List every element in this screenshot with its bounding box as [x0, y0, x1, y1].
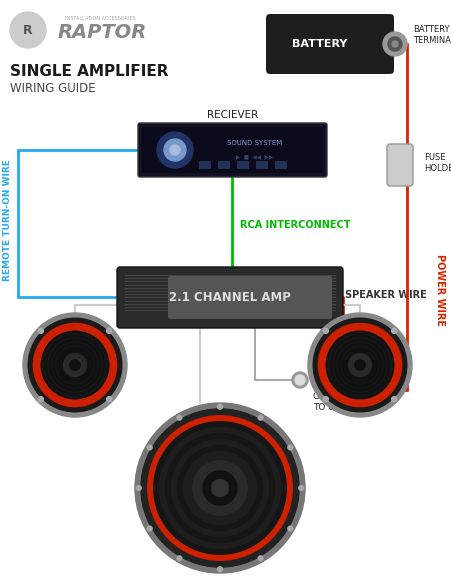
Text: ▶  ■  ◀◀  ▶▶: ▶ ■ ◀◀ ▶▶ — [236, 154, 273, 159]
Circle shape — [170, 145, 179, 155]
Circle shape — [106, 396, 111, 402]
Circle shape — [326, 331, 393, 399]
FancyBboxPatch shape — [142, 127, 322, 173]
Circle shape — [45, 335, 105, 395]
Circle shape — [328, 334, 390, 396]
Circle shape — [10, 12, 46, 48]
FancyBboxPatch shape — [198, 161, 211, 169]
Circle shape — [291, 372, 307, 388]
Circle shape — [337, 343, 381, 387]
Circle shape — [322, 396, 328, 402]
Circle shape — [193, 461, 247, 515]
Circle shape — [217, 404, 222, 409]
Circle shape — [41, 331, 109, 399]
Circle shape — [171, 439, 268, 537]
FancyBboxPatch shape — [265, 14, 393, 74]
Circle shape — [391, 328, 396, 333]
Circle shape — [336, 342, 382, 388]
Circle shape — [28, 318, 121, 412]
Circle shape — [307, 313, 411, 417]
Circle shape — [258, 556, 262, 560]
FancyBboxPatch shape — [236, 161, 249, 169]
Circle shape — [211, 480, 228, 496]
Circle shape — [38, 396, 43, 402]
Circle shape — [318, 324, 400, 407]
Circle shape — [295, 375, 304, 385]
Circle shape — [64, 353, 86, 377]
Circle shape — [57, 347, 93, 383]
Circle shape — [287, 526, 292, 531]
Circle shape — [33, 324, 116, 407]
Circle shape — [156, 132, 193, 168]
Circle shape — [49, 339, 101, 391]
Circle shape — [23, 313, 127, 417]
Text: SOUND SYSTEM: SOUND SYSTEM — [227, 140, 282, 146]
Text: SINGLE AMPLIFIER: SINGLE AMPLIFIER — [10, 65, 168, 80]
FancyBboxPatch shape — [386, 144, 412, 186]
Circle shape — [333, 339, 385, 391]
Text: REMOTE TURN-ON WIRE: REMOTE TURN-ON WIRE — [4, 159, 13, 281]
Circle shape — [135, 403, 304, 573]
Circle shape — [391, 41, 397, 47]
Circle shape — [391, 396, 396, 402]
Circle shape — [341, 346, 378, 384]
FancyBboxPatch shape — [217, 161, 230, 169]
Circle shape — [44, 334, 106, 396]
Circle shape — [177, 416, 181, 420]
Text: RAPTOR: RAPTOR — [58, 23, 147, 41]
Circle shape — [177, 556, 181, 560]
Circle shape — [332, 338, 386, 392]
Text: SPEAKER WIRE: SPEAKER WIRE — [344, 290, 426, 300]
Text: RECIEVER: RECIEVER — [207, 110, 258, 120]
Text: FUSE
HOLDER: FUSE HOLDER — [423, 152, 451, 173]
Circle shape — [56, 346, 93, 384]
FancyBboxPatch shape — [168, 276, 331, 319]
Circle shape — [48, 338, 102, 392]
Text: WIRING GUIDE: WIRING GUIDE — [10, 81, 96, 94]
Circle shape — [164, 139, 186, 161]
Circle shape — [147, 526, 152, 531]
Circle shape — [52, 342, 98, 388]
Circle shape — [106, 328, 111, 333]
Text: POWER WIRE: POWER WIRE — [434, 254, 444, 326]
Text: BATTERY
TERMINAL: BATTERY TERMINAL — [412, 24, 451, 45]
Circle shape — [147, 416, 292, 560]
Text: 2.1 CHANNEL AMP: 2.1 CHANNEL AMP — [169, 291, 290, 304]
Text: R: R — [23, 23, 33, 37]
Circle shape — [165, 434, 274, 542]
Circle shape — [147, 445, 152, 450]
Circle shape — [53, 343, 97, 387]
Circle shape — [38, 328, 43, 333]
Text: BATTERY: BATTERY — [292, 39, 347, 49]
Text: RCA INTERCONNECT: RCA INTERCONNECT — [239, 220, 350, 230]
Circle shape — [298, 485, 303, 491]
Circle shape — [287, 445, 292, 450]
Circle shape — [313, 318, 406, 412]
Circle shape — [382, 32, 406, 56]
Circle shape — [258, 416, 262, 420]
Circle shape — [202, 471, 236, 505]
Circle shape — [354, 360, 364, 370]
Circle shape — [177, 445, 262, 531]
Circle shape — [183, 452, 256, 524]
Text: INSTALLATION ACCESSORIES: INSTALLATION ACCESSORIES — [65, 16, 135, 20]
Circle shape — [153, 422, 285, 554]
FancyBboxPatch shape — [117, 267, 342, 328]
Circle shape — [217, 567, 222, 572]
Circle shape — [141, 409, 299, 567]
Circle shape — [387, 37, 401, 51]
Circle shape — [136, 485, 141, 491]
Circle shape — [341, 347, 377, 383]
Circle shape — [322, 328, 328, 333]
Text: GROUND
TO CHASSIS: GROUND TO CHASSIS — [312, 392, 366, 412]
FancyBboxPatch shape — [255, 161, 267, 169]
Circle shape — [329, 335, 389, 395]
Circle shape — [348, 353, 371, 377]
Circle shape — [159, 428, 280, 548]
FancyBboxPatch shape — [274, 161, 286, 169]
Circle shape — [69, 360, 80, 370]
FancyBboxPatch shape — [138, 123, 326, 177]
